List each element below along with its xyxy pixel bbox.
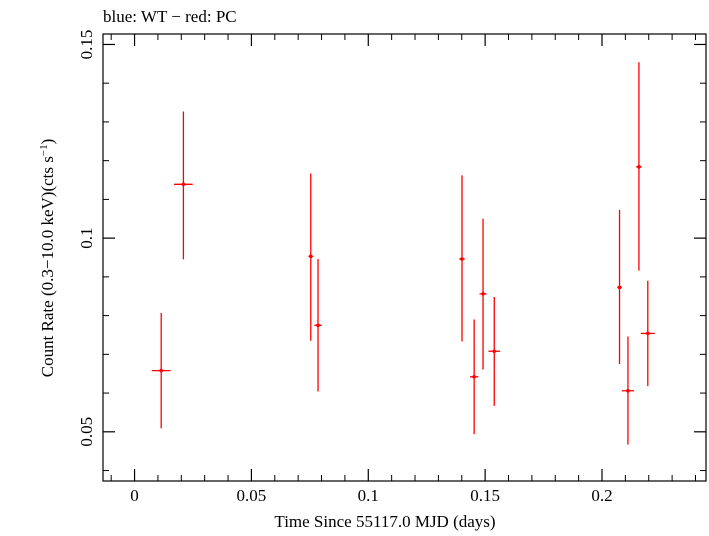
point-marker: [646, 331, 650, 336]
point-marker: [159, 368, 163, 373]
y-axis-label-close: ): [38, 139, 57, 145]
x-tick-label: 0: [130, 486, 139, 505]
data-point: [479, 218, 487, 370]
x-tick-label: 0.05: [237, 486, 267, 505]
point-marker: [472, 375, 476, 379]
y-axis-label-main: Count Rate (0.3−10.0 keV)(cts s: [38, 156, 57, 377]
data-point: [459, 175, 465, 342]
point-marker: [626, 388, 630, 393]
x-axis-tick-labels: 0 0.05 0.1 0.15 0.2: [130, 486, 612, 505]
data-point: [151, 312, 171, 429]
y-tick-label: 0.15: [77, 30, 96, 60]
data-point: [314, 259, 322, 392]
x-tick-label: 0.15: [470, 486, 500, 505]
data-point: [621, 336, 635, 445]
point-marker: [481, 292, 485, 296]
data-point: [488, 297, 501, 406]
plot-frame: [102, 33, 707, 482]
y-axis-label: Count Rate (0.3−10.0 keV)(cts s−1): [38, 139, 57, 378]
point-marker: [637, 165, 641, 169]
point-marker: [316, 323, 320, 328]
y-tick-label: 0.05: [77, 417, 96, 447]
data-point: [617, 209, 622, 365]
point-marker: [460, 257, 464, 261]
y-axis-ticks: [103, 43, 706, 472]
x-axis-label: Time Since 55117.0 MJD (days): [274, 512, 495, 531]
data-point: [174, 111, 193, 260]
y-tick-label: 0.1: [77, 228, 96, 249]
data-point: [308, 173, 314, 341]
data-point: [469, 319, 479, 435]
point-marker: [617, 285, 622, 290]
point-marker: [308, 254, 313, 259]
y-axis-label-superscript: −1: [38, 144, 50, 156]
x-tick-label: 0.1: [358, 486, 379, 505]
point-marker: [181, 182, 186, 187]
x-axis-ticks: [110, 34, 696, 481]
data-points: [151, 62, 655, 445]
data-point: [636, 62, 642, 271]
y-axis-tick-labels: 0.05 0.1 0.15: [77, 30, 96, 447]
data-point: [640, 280, 655, 387]
x-tick-label: 0.2: [591, 486, 612, 505]
chart-title: blue: WT − red: PC: [103, 7, 237, 26]
point-marker: [492, 349, 497, 354]
